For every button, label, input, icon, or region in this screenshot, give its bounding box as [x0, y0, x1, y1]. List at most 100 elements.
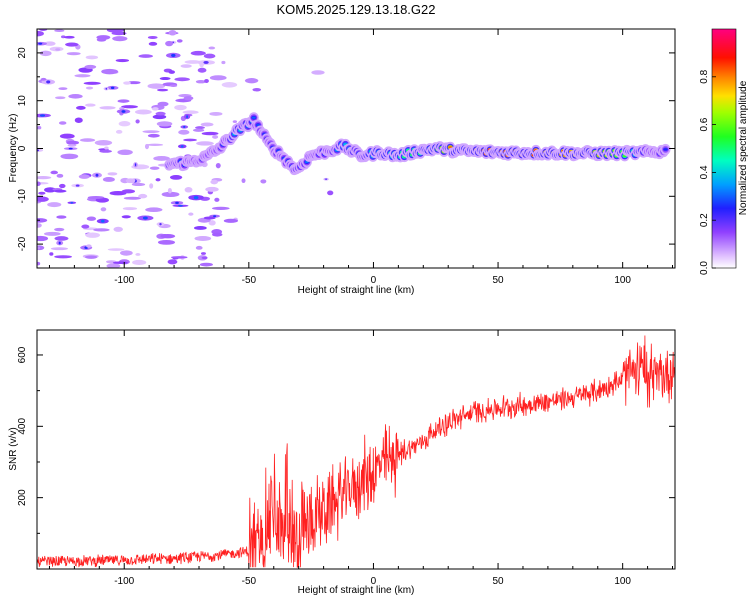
spectral-noise-blob	[38, 191, 46, 195]
spectral-noise-blob	[171, 256, 188, 259]
spectral-noise-blob	[145, 207, 163, 213]
spectral-noise-blob	[180, 64, 192, 68]
spectral-noise-blob	[311, 70, 325, 75]
spectral-noise-blob	[221, 82, 238, 88]
spectral-noise-blob	[39, 50, 52, 57]
spectral-noise-blob	[201, 256, 208, 260]
spectral-noise-blob	[121, 215, 131, 219]
spectral-noise-blob	[157, 101, 169, 107]
x-tick-label: 50	[492, 576, 504, 587]
spectral-noise-blob	[151, 107, 159, 111]
spectral-noise-blob	[168, 70, 176, 74]
spectral-noise-blob	[54, 96, 66, 100]
spectral-noise-core	[134, 163, 137, 167]
y-tick-label: 600	[17, 346, 28, 363]
spectral-noise-blob	[37, 181, 41, 186]
spectral-noise-blob	[160, 233, 176, 239]
spectral-noise-blob	[192, 128, 205, 132]
spectral-noise-blob	[167, 188, 172, 194]
spectral-noise-blob	[66, 140, 80, 145]
spectral-noise-blob	[63, 35, 75, 39]
spectral-noise-blob	[123, 196, 142, 200]
spectral-noise-blob	[132, 259, 147, 265]
spectral-noise-core	[105, 87, 108, 90]
spectral-noise-core	[46, 80, 51, 84]
spectral-noise-blob	[169, 175, 183, 180]
spectral-noise-blob	[54, 255, 72, 259]
snr-marks	[37, 335, 675, 568]
x-tick-label: 0	[371, 275, 377, 286]
spectral-noise-core	[75, 184, 80, 187]
spectrogram-x-label: Height of straight line (km)	[298, 285, 415, 296]
spectral-noise-core	[203, 61, 209, 64]
spectral-noise-blob	[131, 182, 146, 187]
spectral-noise-blob	[168, 29, 177, 36]
spectral-noise-blob	[121, 189, 136, 194]
spectral-noise-blob	[54, 236, 69, 241]
spectral-noise-blob	[53, 189, 67, 193]
spectral-noise-core	[180, 145, 184, 148]
spectral-noise-blob	[86, 216, 97, 221]
spectral-noise-blob	[37, 175, 52, 180]
y-tick-label: -10	[17, 189, 28, 204]
spectral-noise-blob	[135, 109, 152, 115]
spectral-noise-blob	[196, 141, 214, 146]
spectral-noise-blob	[155, 178, 161, 182]
spectral-noise-blob	[102, 176, 115, 182]
spectral-noise-blob	[157, 239, 176, 245]
spectral-noise-blob	[174, 77, 190, 82]
spectral-noise-blob	[74, 74, 91, 78]
spectral-noise-blob	[193, 226, 207, 230]
spectral-noise-blob	[215, 162, 221, 169]
ridge-core	[251, 116, 256, 119]
spectral-noise-blob	[197, 67, 207, 73]
spectral-noise-blob	[201, 131, 219, 136]
spectral-noise-blob	[190, 50, 206, 56]
spectral-noise-blob	[86, 244, 92, 248]
spectral-noise-blob	[169, 84, 178, 88]
spectral-noise-blob	[149, 183, 154, 189]
spectral-noise-blob	[112, 36, 128, 42]
spectral-noise-blob	[60, 153, 79, 160]
spectral-noise-core	[142, 216, 148, 220]
spectral-noise-blob	[44, 41, 56, 46]
spectral-noise-blob	[223, 218, 239, 223]
spectral-noise-blob	[200, 252, 206, 255]
spectral-noise-blob	[178, 129, 190, 135]
spectral-noise-blob	[58, 121, 67, 125]
spectral-noise-blob	[221, 60, 226, 65]
y-tick-label: 20	[17, 47, 28, 59]
spectral-noise-blob	[94, 140, 113, 146]
spectral-noise-blob	[121, 105, 138, 109]
spectral-noise-blob	[260, 179, 267, 184]
spectral-noise-blob	[117, 149, 133, 156]
spectral-noise-blob	[83, 81, 101, 85]
spectral-noise-blob	[85, 86, 94, 90]
spectral-noise-blob	[147, 83, 166, 89]
spectral-noise-blob	[107, 172, 118, 176]
spectral-noise-blob	[214, 197, 220, 202]
x-tick-label: -50	[242, 275, 257, 286]
spectral-noise-core	[100, 219, 105, 223]
spectral-noise-core	[58, 241, 61, 245]
spectral-noise-blob	[115, 129, 123, 134]
spectral-noise-blob	[208, 220, 216, 226]
spectral-noise-core	[38, 42, 43, 45]
spectral-noise-blob	[159, 77, 171, 81]
colorbar-tick-label: 0.0	[699, 261, 710, 275]
colorbar-label: Normalized spectral amplitude	[738, 80, 749, 215]
spectral-noise-blob	[37, 246, 41, 250]
spectral-noise-blob	[117, 99, 130, 103]
spectral-noise-blob	[241, 178, 246, 184]
spectral-noise-blob	[184, 187, 193, 193]
spectral-noise-blob	[174, 104, 187, 111]
spectral-noise-blob	[50, 247, 69, 251]
spectral-noise-blob	[44, 187, 57, 193]
spectral-noise-blob	[50, 170, 58, 175]
spectral-noise-core	[110, 86, 115, 90]
spectral-noise-blob	[167, 259, 178, 265]
spectral-noise-blob	[135, 119, 140, 124]
spectral-noise-blob	[165, 40, 174, 47]
x-tick-label: 0	[371, 576, 377, 587]
